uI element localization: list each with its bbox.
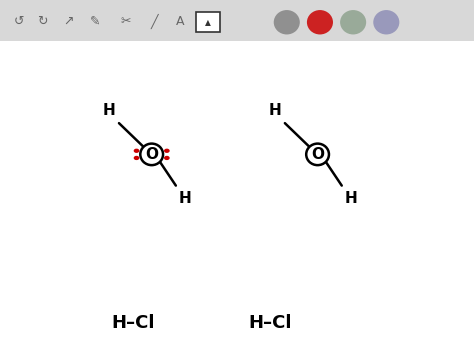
Text: H: H (345, 191, 357, 206)
Text: H: H (269, 103, 281, 118)
Circle shape (164, 149, 170, 153)
Text: ╱: ╱ (150, 14, 158, 29)
Text: ↗: ↗ (64, 15, 74, 28)
Ellipse shape (140, 144, 163, 165)
Text: H: H (179, 191, 191, 206)
Text: H–Cl: H–Cl (111, 314, 155, 332)
Text: A: A (176, 15, 184, 28)
Text: O: O (145, 147, 158, 162)
FancyBboxPatch shape (196, 12, 220, 32)
Text: ↻: ↻ (37, 15, 48, 28)
Text: ↺: ↺ (14, 15, 24, 28)
Text: O: O (311, 147, 324, 162)
Ellipse shape (373, 10, 399, 34)
Text: ✂: ✂ (120, 15, 131, 28)
Text: ✎: ✎ (90, 15, 100, 28)
Text: ▲: ▲ (205, 18, 211, 27)
Circle shape (134, 156, 139, 160)
Circle shape (134, 149, 139, 153)
Ellipse shape (340, 10, 366, 34)
FancyBboxPatch shape (0, 0, 474, 41)
Text: H–Cl: H–Cl (248, 314, 292, 332)
Ellipse shape (273, 10, 300, 34)
Ellipse shape (307, 10, 333, 34)
Text: H: H (103, 103, 115, 118)
Circle shape (164, 156, 170, 160)
Ellipse shape (306, 144, 329, 165)
